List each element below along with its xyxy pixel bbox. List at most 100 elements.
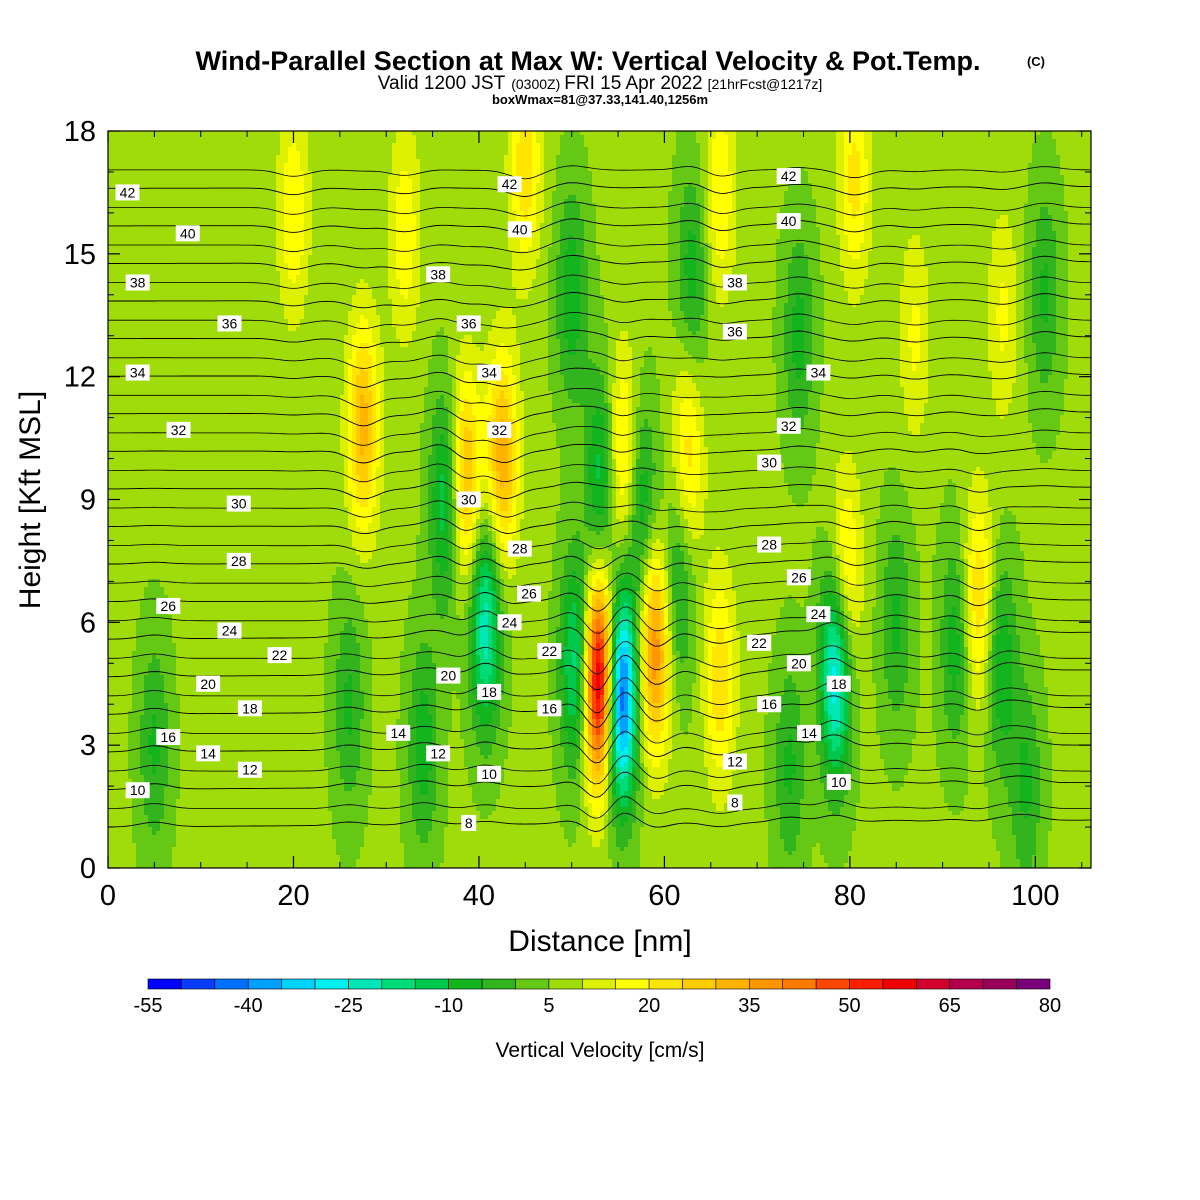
copyright-mark: (C): [1027, 54, 1045, 69]
velocity-cell: [420, 131, 425, 136]
velocity-cell: [984, 131, 989, 136]
velocity-cell: [184, 143, 189, 148]
velocity-cell: [724, 139, 729, 144]
velocity-cell: [904, 135, 909, 140]
velocity-cell: [352, 135, 357, 140]
velocity-cell: [108, 139, 113, 144]
velocity-cell: [748, 139, 753, 144]
velocity-cell: [696, 131, 701, 136]
velocity-cell: [344, 139, 349, 144]
velocity-cell: [852, 139, 857, 144]
velocity-cell: [348, 131, 353, 136]
velocity-cell: [828, 135, 833, 140]
velocity-cell: [512, 143, 517, 148]
velocity-cell: [556, 143, 561, 148]
velocity-cell: [744, 131, 749, 136]
velocity-cell: [128, 143, 133, 148]
velocity-cell: [332, 131, 337, 136]
velocity-cell: [812, 135, 817, 140]
velocity-cell: [436, 135, 441, 140]
velocity-cell: [1076, 139, 1081, 144]
velocity-cell: [1052, 139, 1057, 144]
velocity-cell: [840, 143, 845, 148]
velocity-cell: [1060, 135, 1065, 140]
velocity-cell: [480, 143, 485, 148]
velocity-cell: [512, 131, 517, 136]
velocity-cell: [784, 131, 789, 136]
velocity-cell: [388, 131, 393, 136]
velocity-cell: [596, 139, 601, 144]
velocity-cell: [872, 143, 877, 148]
velocity-cell: [144, 135, 149, 140]
velocity-cell: [824, 139, 829, 144]
velocity-cell: [548, 131, 553, 136]
velocity-cell: [580, 131, 585, 136]
velocity-cell: [376, 139, 381, 144]
velocity-cell: [488, 139, 493, 144]
velocity-cell: [1044, 139, 1049, 144]
velocity-cell: [588, 143, 593, 148]
velocity-cell: [648, 143, 653, 148]
velocity-cell: [128, 131, 133, 136]
velocity-cell: [712, 143, 717, 148]
velocity-cell: [312, 143, 317, 148]
velocity-cell: [268, 139, 273, 144]
velocity-cell: [860, 139, 865, 144]
velocity-cell: [712, 131, 717, 136]
velocity-cell: [712, 135, 717, 140]
velocity-cell: [332, 139, 337, 144]
velocity-cell: [952, 131, 957, 136]
velocity-cell: [832, 143, 837, 148]
velocity-cell: [716, 139, 721, 144]
velocity-cell: [696, 139, 701, 144]
velocity-cell: [508, 131, 513, 136]
velocity-cell: [492, 131, 497, 136]
velocity-cell: [296, 143, 301, 148]
velocity-cell: [772, 139, 777, 144]
velocity-cell: [504, 143, 509, 148]
velocity-cell: [412, 131, 417, 136]
velocity-cell: [404, 135, 409, 140]
velocity-cell: [1068, 131, 1073, 136]
velocity-cell: [736, 131, 741, 136]
velocity-cell: [808, 139, 813, 144]
velocity-cell: [740, 143, 745, 148]
velocity-cell: [236, 135, 241, 140]
velocity-cell: [136, 139, 141, 144]
velocity-cell: [900, 131, 905, 136]
velocity-cell: [112, 143, 117, 148]
velocity-cell: [276, 143, 281, 148]
velocity-cell: [728, 139, 733, 144]
velocity-cell: [1012, 135, 1017, 140]
velocity-cell: [160, 135, 165, 140]
velocity-cell: [200, 143, 205, 148]
velocity-cell: [316, 135, 321, 140]
velocity-cell: [448, 135, 453, 140]
velocity-cell: [228, 139, 233, 144]
velocity-cell: [376, 135, 381, 140]
velocity-cell: [824, 143, 829, 148]
velocity-cell: [332, 135, 337, 140]
velocity-cell: [540, 143, 545, 148]
velocity-cell: [616, 143, 621, 148]
velocity-cell: [288, 135, 293, 140]
velocity-cell: [108, 131, 113, 136]
velocity-cell: [916, 135, 921, 140]
velocity-cell: [452, 139, 457, 144]
velocity-cell: [160, 139, 165, 144]
velocity-cell: [680, 135, 685, 140]
velocity-cell: [1000, 131, 1005, 136]
plot-area: [108, 131, 1093, 872]
velocity-cell: [556, 139, 561, 144]
velocity-cell: [196, 143, 201, 148]
velocity-cell: [692, 135, 697, 140]
velocity-cell: [292, 139, 297, 144]
velocity-cell: [420, 143, 425, 148]
velocity-cell: [356, 131, 361, 136]
velocity-cell: [1084, 135, 1089, 140]
velocity-cell: [204, 143, 209, 148]
velocity-cell: [408, 139, 413, 144]
velocity-cell: [608, 143, 613, 148]
velocity-cell: [160, 131, 165, 136]
velocity-cell: [956, 139, 961, 144]
